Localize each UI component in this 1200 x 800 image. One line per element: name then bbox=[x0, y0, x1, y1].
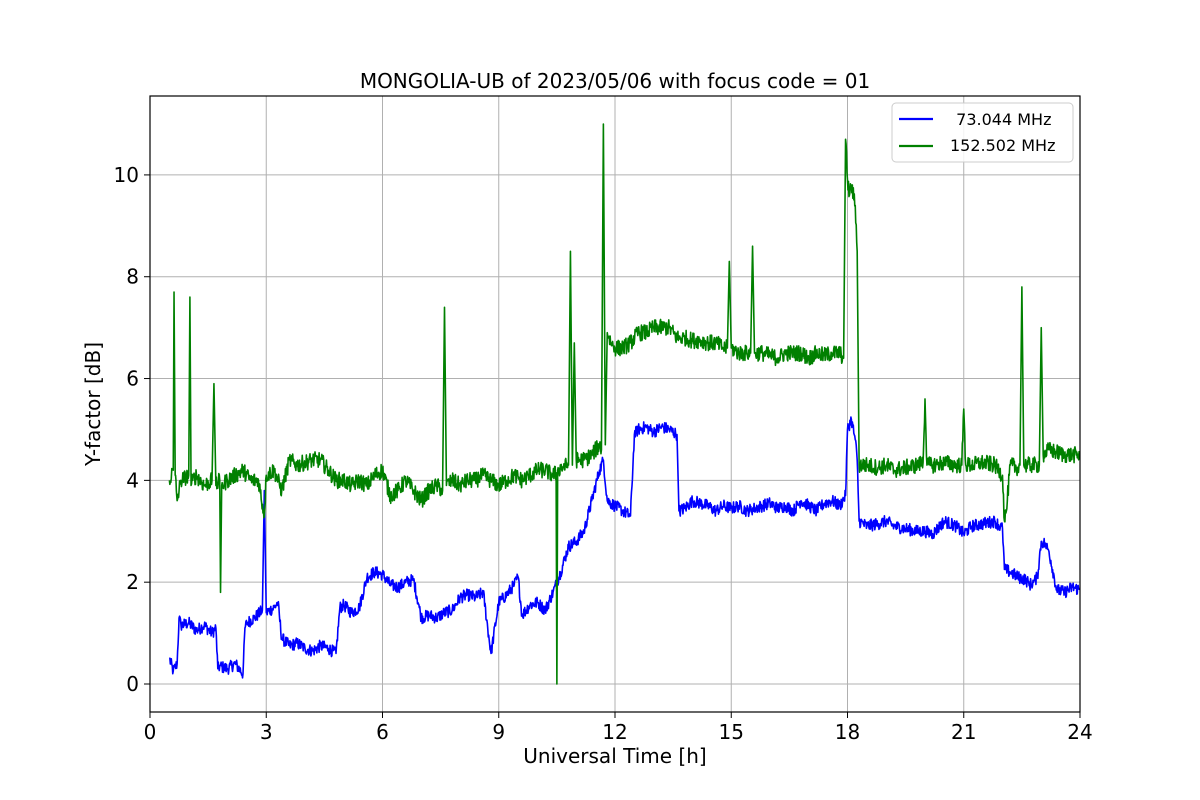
legend-box bbox=[891, 102, 1074, 163]
legend-label-73mhz: 73.044 MHz bbox=[946, 110, 1051, 129]
x-axis-label: Universal Time [h] bbox=[523, 744, 706, 768]
series-layer bbox=[168, 123, 1080, 685]
x-tick-label: 21 bbox=[951, 720, 976, 744]
x-tick-label: 24 bbox=[1067, 720, 1092, 744]
series-line-73mhz bbox=[168, 416, 1080, 679]
series-line-152mhz bbox=[168, 123, 1080, 685]
legend: 73.044 MHz 152.502 MHz bbox=[891, 102, 1074, 163]
y-axis-ticks: 0 2 4 6 8 10 bbox=[114, 163, 150, 696]
x-tick-label: 15 bbox=[719, 720, 744, 744]
y-tick-label: 10 bbox=[114, 163, 139, 187]
x-tick-label: 9 bbox=[492, 720, 505, 744]
y-axis-label: Y-factor [dB] bbox=[81, 342, 105, 467]
y-tick-label: 4 bbox=[126, 468, 139, 492]
plot-area bbox=[168, 123, 1080, 685]
x-tick-label: 6 bbox=[376, 720, 389, 744]
x-tick-label: 3 bbox=[260, 720, 273, 744]
x-tick-label: 12 bbox=[602, 720, 627, 744]
x-tick-label: 0 bbox=[144, 720, 157, 744]
x-tick-label: 18 bbox=[835, 720, 860, 744]
y-tick-label: 0 bbox=[126, 672, 139, 696]
y-tick-label: 8 bbox=[126, 265, 139, 289]
chart-title: MONGOLIA-UB of 2023/05/06 with focus cod… bbox=[360, 69, 870, 93]
x-axis-ticks: 0 3 6 9 12 15 18 21 24 bbox=[144, 712, 1093, 744]
legend-label-152mhz: 152.502 MHz bbox=[950, 136, 1055, 155]
y-tick-label: 2 bbox=[126, 570, 139, 594]
y-tick-label: 6 bbox=[126, 367, 139, 391]
